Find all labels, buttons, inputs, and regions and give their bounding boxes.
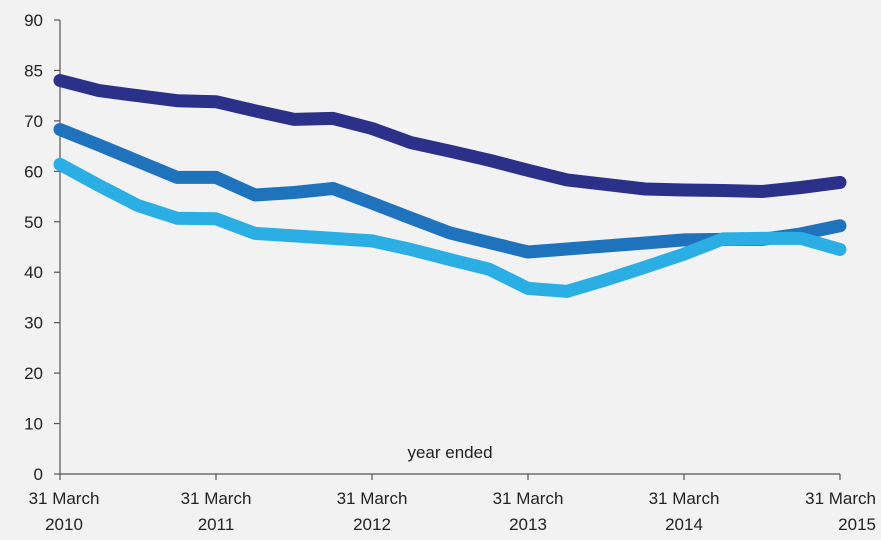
x-tick-label-line1: 31 March xyxy=(649,489,720,508)
x-tick-label-line1: 31 March xyxy=(29,489,100,508)
y-tick-label: 90 xyxy=(24,11,43,30)
chart-axes xyxy=(59,20,840,475)
y-tick-label: 30 xyxy=(24,314,43,333)
x-tick-label-line2: 2011 xyxy=(198,515,235,534)
x-tick-label-line2: 2010 xyxy=(45,515,83,534)
series-line-3 xyxy=(53,157,847,298)
y-tick-label: 10 xyxy=(24,415,43,434)
x-tick-label-line1: 31 March xyxy=(493,489,564,508)
y-tick-label: 60 xyxy=(24,162,43,181)
x-axis-ticks: 31 March 2010 31 March 2011 31 March 2012 31 M… xyxy=(29,474,876,534)
x-tick-label-line2: 2013 xyxy=(509,515,547,534)
y-tick-label: 70 xyxy=(24,112,43,131)
x-tick-label-line2: 2015 xyxy=(838,515,876,534)
chart-series xyxy=(53,74,847,298)
y-axis-ticks: 0 10 20 30 40 50 60 70 85 90 xyxy=(24,11,60,484)
x-tick-label-line1: 31 March xyxy=(337,489,408,508)
x-tick-label-line2: 2014 xyxy=(665,515,703,534)
x-tick-label-line1: 31 March xyxy=(181,489,252,508)
y-tick-label: 50 xyxy=(24,213,43,232)
y-tick-label: 20 xyxy=(24,364,43,383)
x-tick-label-line1: 31 March xyxy=(805,489,876,508)
series-line-1 xyxy=(53,74,847,198)
x-tick-label-line2: 2012 xyxy=(353,515,391,534)
y-tick-label: 0 xyxy=(34,465,43,484)
y-tick-label: 40 xyxy=(24,263,43,282)
x-axis-title: year ended xyxy=(407,443,492,462)
y-tick-label: 85 xyxy=(24,61,43,80)
